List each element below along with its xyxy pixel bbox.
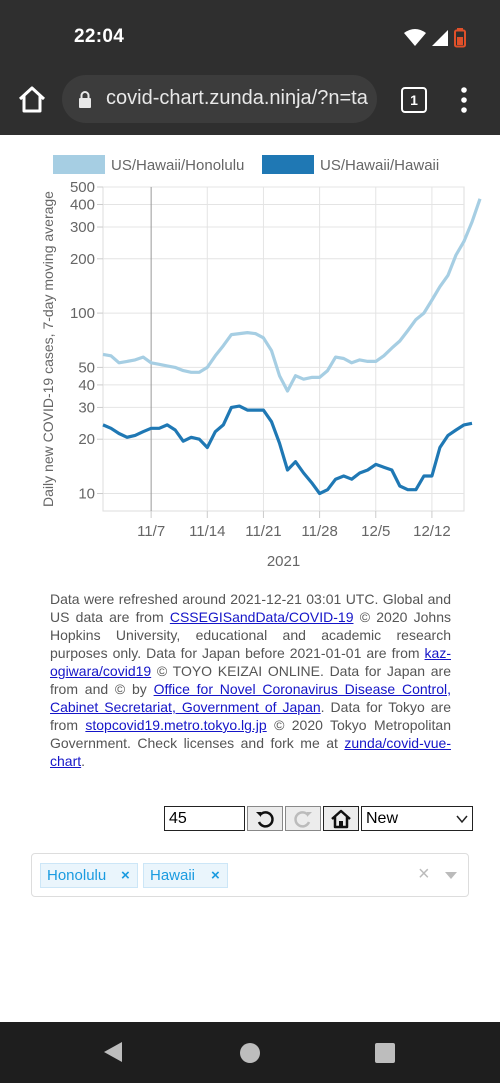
status-icons [404,28,466,48]
x-axis-label: 2021 [267,553,300,570]
address-bar[interactable]: covid-chart.zunda.ninja/?n=ta [62,75,377,123]
tag-label: Honolulu [47,867,107,884]
series-line [102,404,473,496]
system-nav-bar [0,1022,500,1083]
series-line [102,198,482,393]
browser-toolbar: covid-chart.zunda.ninja/?n=ta 1 [0,72,500,135]
tag-remove-icon[interactable]: × [211,867,220,884]
y-tick-label: 100 [70,305,95,322]
y-tick-label: 30 [78,399,95,416]
y-tick-label: 500 [70,179,95,196]
y-tick-label: 50 [78,359,95,376]
x-tick-label: 12/12 [413,523,451,540]
x-tick-label: 12/5 [361,523,390,540]
legend-swatch [262,155,314,174]
y-axis-label: Daily new COVID-19 cases, 7-day moving a… [40,191,56,507]
clear-icon[interactable]: × [418,863,430,885]
attribution-text-1: Data were refreshed around 2021-12-21 03… [50,591,451,625]
mode-select[interactable]: New [361,806,473,831]
plot-frame [102,186,465,512]
link-csse[interactable]: CSSEGISandData/COVID-19 [169,609,354,625]
overflow-menu-icon[interactable] [456,86,472,114]
tag-honolulu: Honolulu × [40,863,138,888]
y-tick-label: 20 [78,431,95,448]
y-tick-label: 300 [70,219,95,236]
x-tick-label: 11/21 [245,523,281,540]
y-tick-label: 200 [70,251,95,268]
location-multiselect[interactable]: Honolulu × Hawaii × × [31,853,469,897]
attribution-text: Data were refreshed around 2021-12-21 03… [50,590,451,770]
chart-controls: 45 New [164,805,473,832]
status-bar: 22:04 [0,0,500,72]
caret-down-icon[interactable] [445,872,457,879]
attribution-text-4: . Data for Tokyo are from [50,699,451,733]
redo-icon [294,810,312,828]
undo-button[interactable] [247,806,283,831]
home-nav-icon[interactable] [238,1041,262,1065]
wifi-icon [404,29,426,46]
attribution-text-2: © 2020 Johns Hopkins University, educati… [50,609,451,661]
y-tick-label: 400 [70,196,95,213]
days-input[interactable]: 45 [164,806,245,831]
recents-icon[interactable] [375,1043,395,1063]
battery-icon [454,28,466,48]
x-tick-label: 11/28 [301,523,337,540]
link-cabinet-secretariat[interactable]: Office for Novel Coronavirus Disease Con… [50,681,451,715]
attribution-text-6: . [81,753,86,769]
url-text: covid-chart.zunda.ninja/?n=ta [106,87,368,109]
legend-swatch [53,155,105,174]
status-time: 22:04 [74,26,125,47]
legend-label: US/Hawaii/Honolulu [111,157,244,174]
reset-home-button[interactable] [323,806,359,831]
x-tick-label: 11/7 [137,523,165,540]
link-stopcovid19[interactable]: stopcovid19.metro.tokyo.lg.jp [85,717,267,733]
tag-remove-icon[interactable]: × [121,867,130,884]
back-icon[interactable] [102,1041,124,1063]
undo-icon [256,810,274,828]
y-tick-label: 10 [78,486,95,503]
tab-switcher-button[interactable]: 1 [401,87,427,113]
tag-hawaii: Hawaii × [143,863,228,888]
lock-icon [79,91,91,108]
tag-label: Hawaii [150,867,196,884]
home-icon[interactable] [16,84,48,116]
x-tick-label: 11/14 [189,523,225,540]
legend-label: US/Hawaii/Hawaii [320,157,439,174]
link-repo[interactable]: zunda/covid-vue-chart [50,735,451,769]
link-kaz-ogiwara[interactable]: kaz-ogiwara/covid19 [50,645,451,679]
y-tick-label: 40 [78,377,95,394]
chart-container: 10 20 30 40 50 100 200 300 400 500 11/7 11/14 11/21 1… [0,140,500,580]
mode-select-value: New [366,810,399,827]
redo-button[interactable] [285,806,321,831]
home-icon [331,809,351,828]
attribution-text-3: © TOYO KEIZAI ONLINE. Data for Japan are… [50,663,451,697]
attribution-text-5: © 2020 Tokyo Metropolitan Government. Ch… [50,717,451,751]
signal-icon [432,30,448,46]
chevron-down-icon [456,815,468,824]
